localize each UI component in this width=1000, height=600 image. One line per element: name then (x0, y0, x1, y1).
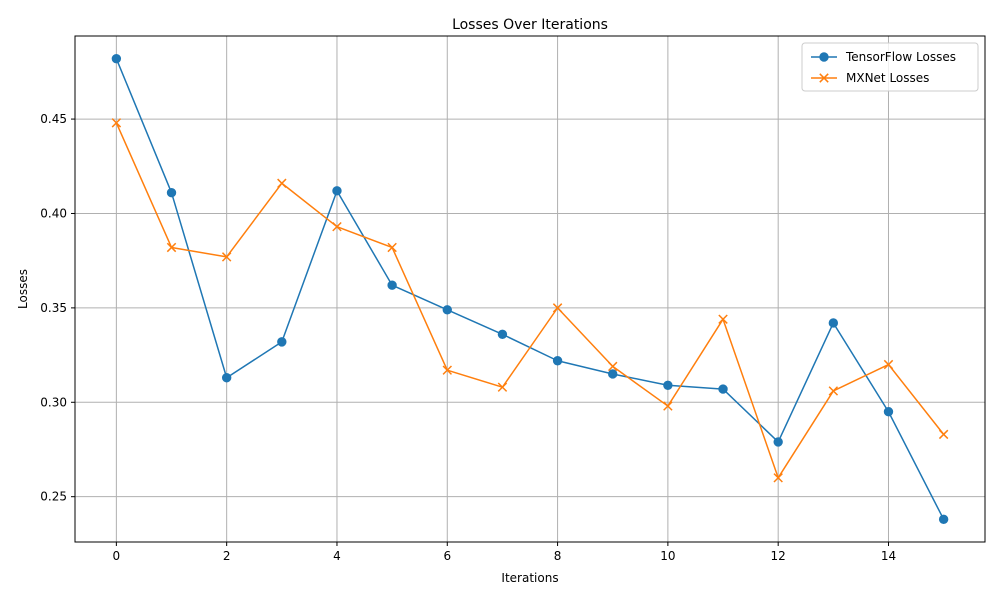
series-tensorflow-losses (111, 53, 949, 525)
data-point (718, 384, 728, 394)
legend-label: TensorFlow Losses (845, 50, 956, 64)
x-axis-label: Iterations (501, 571, 558, 585)
y-axis: 0.25 0.30 0.35 0.40 0.45 (40, 112, 75, 504)
data-point (773, 473, 783, 483)
x-tick-label: 14 (881, 549, 896, 563)
data-point (221, 373, 232, 383)
series-line (115, 58, 945, 520)
data-point (608, 369, 618, 379)
legend-entry: TensorFlow Losses (811, 50, 956, 64)
data-point (497, 329, 508, 340)
y-tick-label: 0.25 (40, 490, 67, 504)
legend-marker (819, 52, 829, 62)
data-point (387, 280, 397, 290)
data-point (938, 429, 949, 440)
data-point (718, 314, 728, 324)
y-tick-label: 0.35 (40, 301, 67, 315)
x-axis: 0 2 4 6 8 10 12 14 (113, 542, 896, 563)
y-axis-label: Losses (16, 269, 30, 309)
data-point (332, 221, 342, 232)
data-point (166, 188, 177, 198)
x-tick-label: 6 (443, 549, 451, 563)
data-point (111, 118, 122, 128)
x-tick-label: 8 (554, 549, 562, 563)
legend: TensorFlow Losses MXNet Losses (801, 42, 979, 92)
x-tick-label: 10 (660, 549, 675, 563)
legend-marker (819, 73, 829, 83)
data-point (663, 380, 673, 390)
data-point (277, 337, 287, 347)
data-point (828, 386, 839, 396)
y-tick-label: 0.40 (40, 206, 67, 220)
data-point (607, 361, 618, 372)
x-tick-label: 2 (223, 549, 231, 563)
data-point (497, 382, 508, 392)
data-point (552, 356, 563, 366)
data-point (387, 242, 397, 253)
data-point (221, 252, 232, 262)
x-tick-label: 4 (333, 549, 341, 563)
plot-area-frame (74, 35, 986, 543)
data-point (332, 186, 342, 196)
series-line (115, 122, 945, 479)
y-tick-label: 0.45 (40, 112, 67, 126)
x-tick-label: 0 (113, 549, 121, 563)
y-tick-label: 0.30 (40, 395, 67, 409)
data-point (828, 318, 839, 328)
series-layer (111, 53, 949, 525)
data-point (442, 365, 453, 375)
data-point (938, 514, 949, 525)
series-mxnet-losses (111, 118, 949, 483)
chart-title: Losses Over Iterations (452, 17, 608, 33)
legend-label: MXNet Losses (846, 71, 929, 85)
x-tick-label: 12 (771, 549, 786, 563)
data-point (883, 359, 894, 370)
data-point (166, 242, 177, 253)
data-point (663, 401, 673, 411)
data-point (773, 437, 783, 447)
grid (75, 36, 985, 542)
data-point (111, 53, 122, 64)
data-point (552, 303, 563, 313)
legend-entry: MXNet Losses (811, 71, 929, 85)
legend-box (801, 42, 979, 92)
data-point (277, 178, 287, 188)
data-point (883, 407, 894, 417)
data-point (442, 305, 452, 315)
